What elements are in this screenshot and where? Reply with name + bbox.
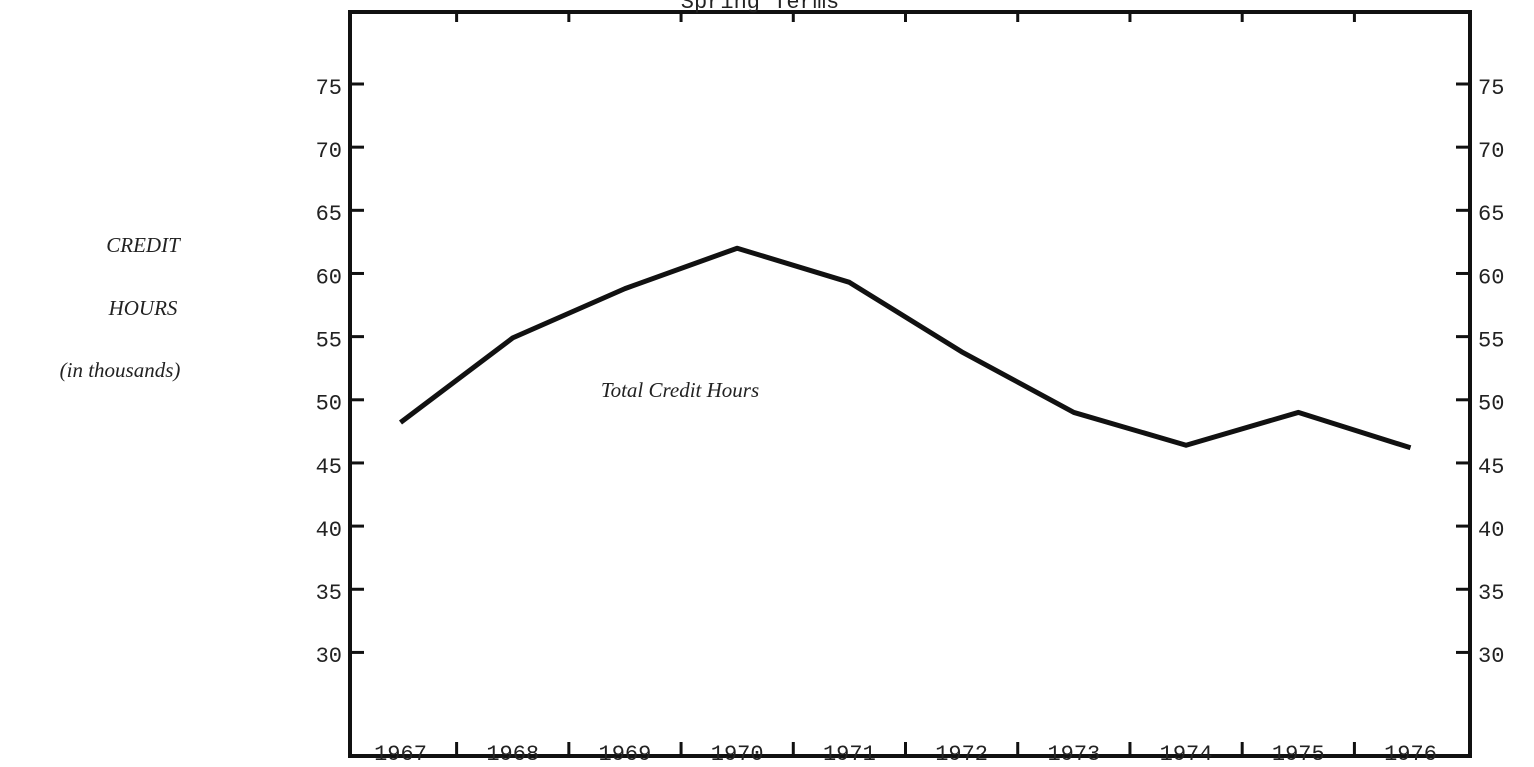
x-tick-label: 1967: [374, 742, 427, 767]
plot-frame: [348, 10, 1472, 758]
y-axis-label: CREDIT: [106, 233, 181, 257]
y2-tick-label: 70: [1478, 139, 1504, 164]
y2-tick-label: 45: [1478, 455, 1504, 480]
x-tick-label: 1969: [599, 742, 652, 767]
y-tick-label: 60: [316, 265, 342, 290]
y2-tick-label: 55: [1478, 328, 1504, 353]
y2-tick-label: 40: [1478, 518, 1504, 543]
x-tick-label: 1971: [823, 742, 876, 767]
y-tick-label: 70: [316, 139, 342, 164]
y-tick-label: 35: [316, 581, 342, 606]
y-tick-label: 75: [316, 76, 342, 101]
x-tick-label: 1976: [1384, 742, 1437, 767]
y-axis-label: HOURS: [108, 296, 178, 320]
y-axis-label: (in thousands): [60, 358, 181, 382]
y-tick-label: 40: [316, 518, 342, 543]
y-tick-label: 50: [316, 392, 342, 417]
y2-tick-label: 50: [1478, 392, 1504, 417]
chart-title: Spring Terms: [681, 0, 839, 15]
y-tick-label: 65: [316, 202, 342, 227]
y2-tick-label: 75: [1478, 76, 1504, 101]
x-tick-label: 1975: [1272, 742, 1325, 767]
y2-tick-label: 60: [1478, 265, 1504, 290]
x-tick-label: 1968: [486, 742, 539, 767]
x-tick-label: 1972: [935, 742, 988, 767]
y2-tick-label: 30: [1478, 644, 1504, 669]
y-tick-label: 45: [316, 455, 342, 480]
y2-tick-label: 35: [1478, 581, 1504, 606]
y-tick-label: 30: [316, 644, 342, 669]
data-line: [398, 245, 1412, 451]
y2-tick-label: 65: [1478, 202, 1504, 227]
y-tick-label: 55: [316, 328, 342, 353]
x-tick-label: 1970: [711, 742, 764, 767]
annotation: Total Credit Hours: [601, 378, 759, 402]
x-tick-label: 1974: [1160, 742, 1213, 767]
x-tick-label: 1973: [1047, 742, 1100, 767]
